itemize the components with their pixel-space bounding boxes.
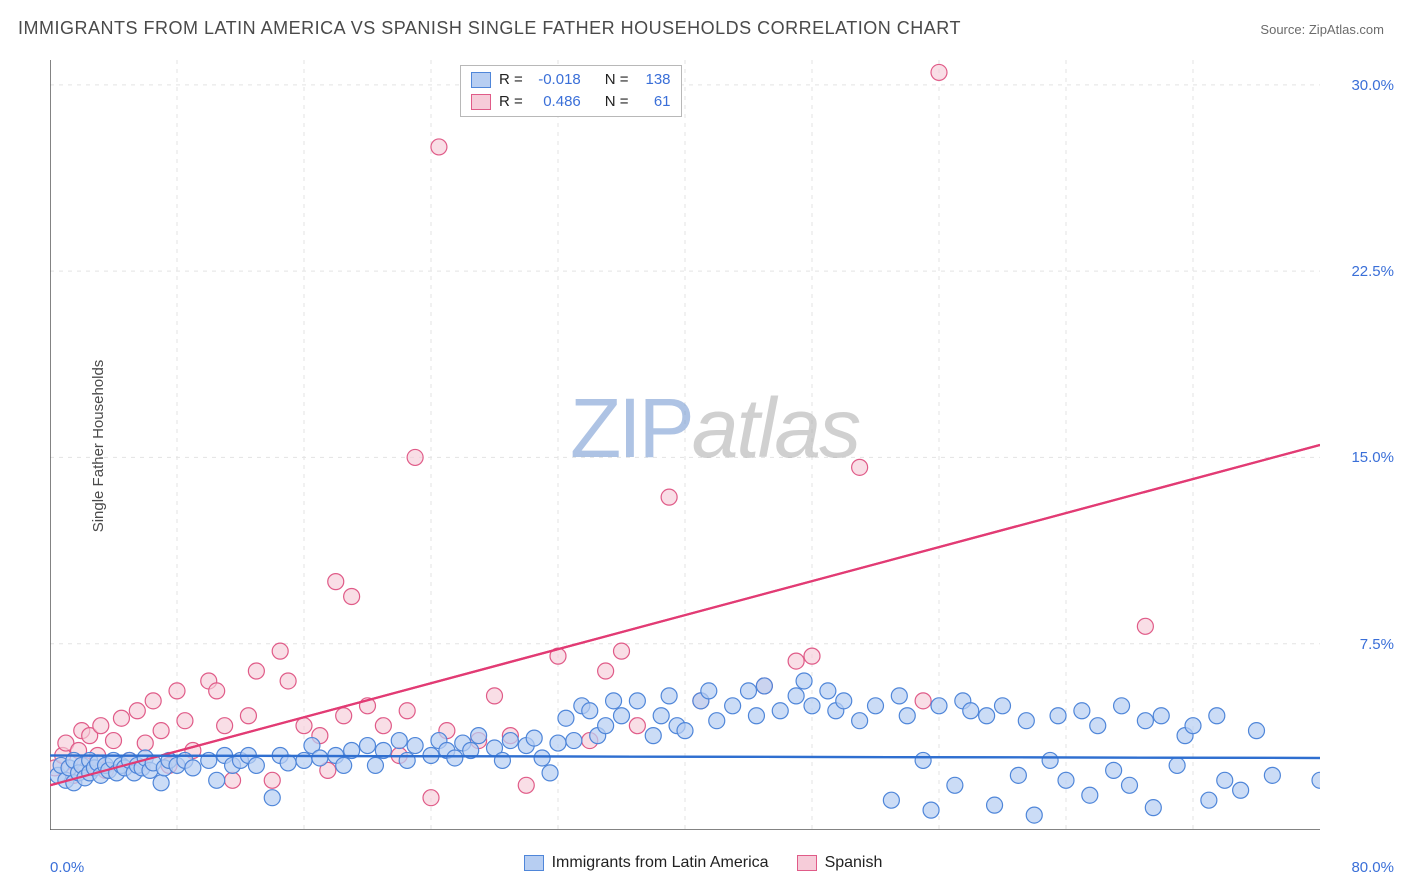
legend-row: R = 0.486 N = 61 <box>471 91 671 113</box>
y-tick-label: 22.5% <box>1351 263 1394 280</box>
scatter-plot <box>50 60 1320 830</box>
legend-n-label: N = <box>605 69 629 91</box>
legend-series-item: Spanish <box>797 854 883 872</box>
legend-swatch <box>524 855 544 871</box>
source-value: ZipAtlas.com <box>1309 22 1384 37</box>
y-tick-label: 7.5% <box>1360 636 1394 653</box>
legend-r-value: -0.018 <box>531 69 581 91</box>
y-tick-label: 15.0% <box>1351 449 1394 466</box>
legend-series-label: Spanish <box>825 854 883 872</box>
correlation-legend: R = -0.018 N = 138 R = 0.486 N = 61 <box>460 65 682 117</box>
legend-r-label: R = <box>499 69 523 91</box>
legend-r-value: 0.486 <box>531 91 581 113</box>
y-tick-label: 30.0% <box>1351 77 1394 94</box>
legend-swatch <box>471 94 491 110</box>
legend-n-value: 138 <box>637 69 671 91</box>
legend-row: R = -0.018 N = 138 <box>471 69 671 91</box>
legend-swatch <box>797 855 817 871</box>
legend-series-label: Immigrants from Latin America <box>552 854 769 872</box>
chart-container: IMMIGRANTS FROM LATIN AMERICA VS SPANISH… <box>0 0 1406 892</box>
source-credit: Source: ZipAtlas.com <box>1260 22 1384 37</box>
legend-swatch <box>471 72 491 88</box>
legend-series-item: Immigrants from Latin America <box>524 854 769 872</box>
series-legend: Immigrants from Latin America Spanish <box>0 854 1406 876</box>
source-label: Source: <box>1260 22 1305 37</box>
legend-n-value: 61 <box>637 91 671 113</box>
legend-n-label: N = <box>605 91 629 113</box>
chart-title: IMMIGRANTS FROM LATIN AMERICA VS SPANISH… <box>18 18 961 39</box>
legend-r-label: R = <box>499 91 523 113</box>
